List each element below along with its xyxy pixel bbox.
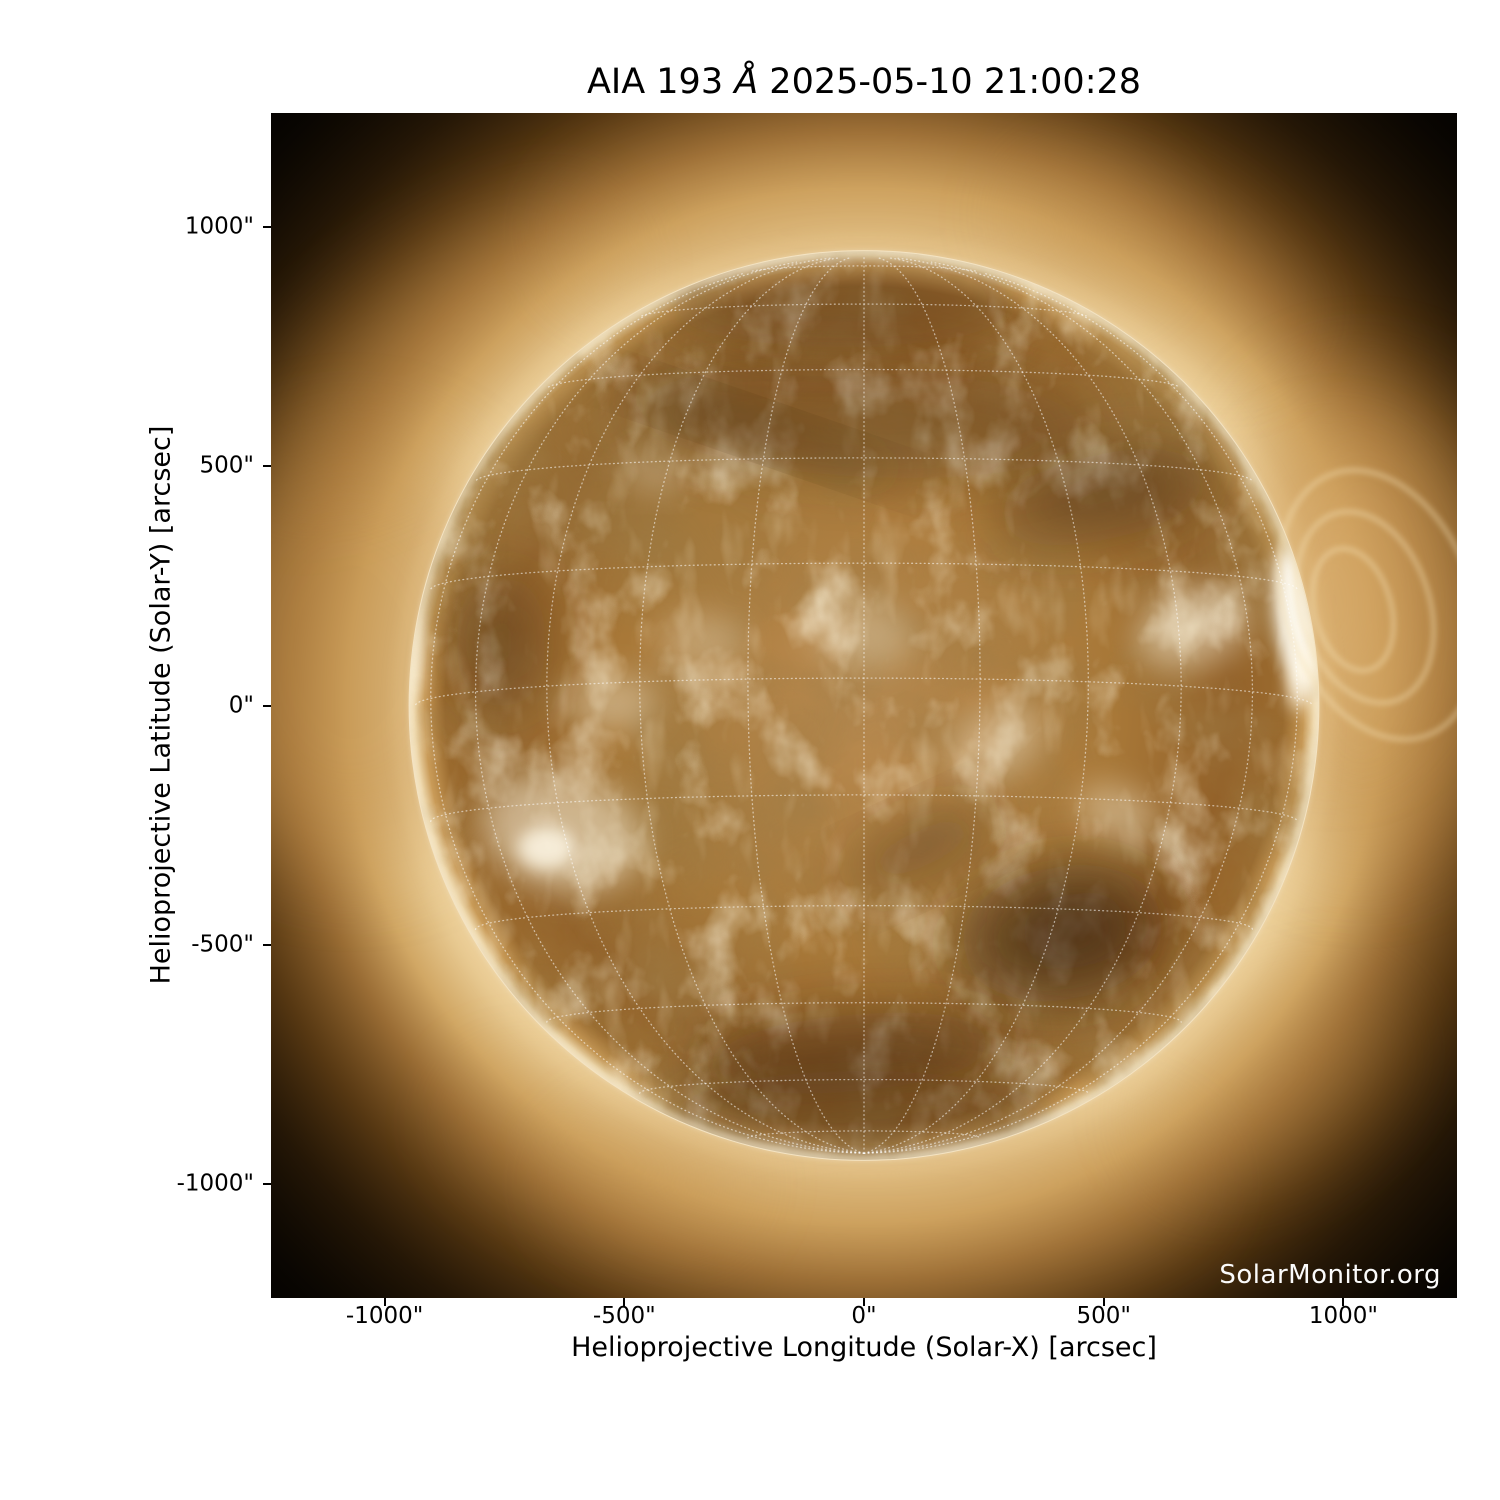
x-tick-mark (623, 1298, 626, 1306)
x-tick-mark (1342, 1298, 1345, 1306)
plot-area: SolarMonitor.org (271, 113, 1457, 1298)
x-tick-label: 0" (851, 1303, 877, 1329)
y-tick-label: -500" (191, 931, 254, 958)
y-tick-mark (263, 943, 271, 946)
y-tick-label: -1000" (176, 1170, 254, 1197)
y-tick-mark (263, 1183, 271, 1186)
x-tick-mark (383, 1298, 386, 1306)
x-axis-label: Helioprojective Longitude (Solar-X) [arc… (571, 1332, 1157, 1363)
chart-title: AIA 193 Å 2025-05-10 21:00:28 (271, 62, 1457, 102)
disk-texture (409, 251, 1319, 1160)
y-tick-mark (263, 225, 271, 228)
x-tick-label: -1000" (345, 1303, 424, 1329)
limb-outer-glow (398, 239, 1330, 1172)
limb-loops (1276, 467, 1457, 742)
limb-rim (409, 250, 1319, 1161)
x-tick-mark (1102, 1298, 1105, 1306)
x-tick-mark (863, 1298, 865, 1306)
x-tick-label: -500" (592, 1303, 656, 1329)
x-tick-label: 1000" (1308, 1303, 1378, 1329)
y-tick-label: 0" (228, 691, 254, 718)
x-tick-label: 500" (1076, 1303, 1131, 1329)
y-tick-mark (263, 704, 271, 707)
heliographic-grid (415, 256, 1313, 1154)
title-angstrom-symbol: Å (734, 62, 759, 102)
y-tick-label: 500" (199, 452, 254, 479)
y-tick-mark (263, 465, 271, 467)
watermark: SolarMonitor.org (1219, 1260, 1441, 1290)
y-tick-label: 1000" (184, 212, 254, 239)
solar-image (271, 113, 1457, 1298)
title-instrument: AIA 193 (586, 62, 735, 102)
title-datetime: 2025-05-10 21:00:28 (758, 62, 1142, 102)
